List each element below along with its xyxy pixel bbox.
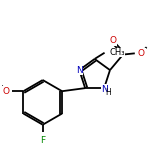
Text: N: N bbox=[101, 85, 108, 94]
Text: H: H bbox=[106, 88, 111, 97]
Text: O: O bbox=[110, 36, 117, 45]
Text: N: N bbox=[76, 66, 83, 75]
Text: O: O bbox=[2, 87, 9, 96]
Text: O: O bbox=[138, 48, 145, 57]
Text: F: F bbox=[40, 136, 45, 145]
Text: CH₃: CH₃ bbox=[110, 48, 125, 57]
